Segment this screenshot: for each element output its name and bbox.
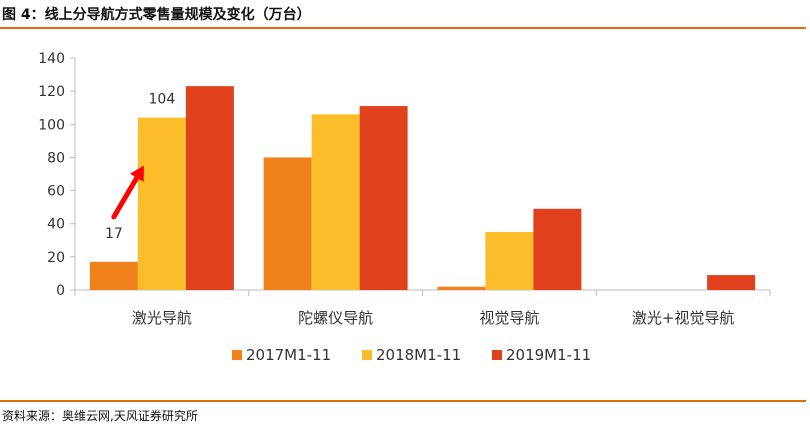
figure-title: 图 4：线上分导航方式零售量规模及变化（万台） [2, 7, 311, 23]
y-tick-label: 120 [38, 84, 65, 100]
y-tick-label: 100 [38, 117, 65, 133]
legend-label: 2017M1-11 [246, 346, 331, 364]
trend-arrow-head [129, 165, 144, 182]
legend-swatch [492, 350, 502, 360]
y-tick-label: 20 [47, 250, 65, 266]
legend-label: 2018M1-11 [376, 346, 461, 364]
bar-chart: 0 20 40 60 80 100 120 140 激光导航 陀螺仪导航 视觉导航 激光+视觉导航 17… [38, 51, 771, 364]
legend-swatch [362, 350, 372, 360]
source-note: 资料来源：奥维云网,天风证券研究所 [2, 409, 198, 423]
title-rule [0, 27, 806, 29]
trend-arrow [111, 175, 140, 220]
x-tick-label: 激光+视觉导航 [632, 309, 735, 327]
bar [707, 275, 756, 290]
x-tick-label: 视觉导航 [479, 309, 539, 327]
legend-label: 2019M1-11 [506, 346, 591, 364]
y-tick-label: 140 [38, 51, 65, 67]
x-tick-label: 激光导航 [132, 309, 192, 327]
bar [359, 106, 408, 290]
y-tick-label: 60 [47, 184, 65, 200]
bar [89, 261, 138, 290]
bar [263, 157, 312, 290]
data-label: 17 [105, 226, 123, 242]
bar [311, 114, 360, 290]
x-tick-label: 陀螺仪导航 [298, 309, 373, 327]
legend-swatch [232, 350, 242, 360]
bar [137, 117, 186, 291]
bar [485, 232, 534, 290]
source-rule [0, 400, 806, 402]
y-tick-label: 80 [47, 150, 65, 166]
bar [185, 86, 234, 290]
data-label: 104 [149, 92, 176, 108]
bar [533, 208, 582, 290]
y-tick-label: 40 [47, 217, 65, 233]
y-tick-label: 0 [56, 283, 65, 299]
bar [437, 286, 486, 290]
